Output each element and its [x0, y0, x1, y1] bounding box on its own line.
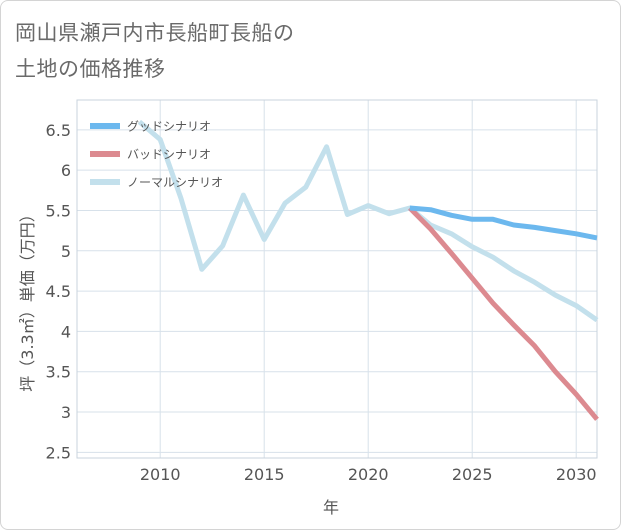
bad-scenario-point [491, 301, 495, 305]
good-scenario-point [449, 213, 453, 217]
normal-scenario-point [574, 304, 578, 308]
normal-scenario-point [387, 212, 391, 216]
x-axis-ticks: 2010 2015 2020 2025 2030 [140, 465, 597, 484]
x-tick-label: 2030 [556, 465, 597, 484]
normal-scenario-point [262, 238, 266, 242]
bad-scenario-point [574, 392, 578, 396]
plot-area-border [76, 99, 598, 459]
x-tick-label: 2020 [348, 465, 389, 484]
y-tick-label: 2.5 [46, 443, 71, 462]
x-tick-label: 2025 [452, 465, 493, 484]
normal-scenario-legend-label: ノーマルシナリオ [127, 176, 223, 190]
bad-scenario-point [429, 227, 433, 231]
good-scenario-point [429, 208, 433, 212]
x-tick-label: 2015 [244, 465, 285, 484]
good-scenario-point [553, 229, 557, 233]
normal-scenario-point [283, 201, 287, 205]
normal-scenario-point [553, 293, 557, 297]
normal-scenario-point [179, 196, 183, 200]
bad-scenario-point [533, 344, 537, 348]
y-axis-label: 坪（3.3㎡）単価（万円） [18, 206, 37, 391]
bad-scenario-point [470, 276, 474, 280]
y-tick-label: 6.5 [46, 121, 71, 140]
normal-scenario-point [325, 145, 329, 149]
normal-scenario-point [595, 318, 599, 322]
y-tick-label: 5.5 [46, 201, 71, 220]
x-axis-label: 年 [323, 498, 339, 517]
normal-scenario-point [200, 267, 204, 271]
y-tick-label: 3.5 [46, 363, 71, 382]
bad-scenario-point [595, 417, 599, 421]
bad-scenario-legend-label: バッドシナリオ [127, 148, 211, 162]
chart-title-line-1: 岡山県瀬戸内市長船町長船の [15, 21, 295, 45]
good-scenario-point [470, 217, 474, 221]
good-scenario-point [595, 236, 599, 240]
good-scenario-point [512, 223, 516, 227]
bad-scenario-line [408, 206, 599, 421]
good-scenario-legend-label: グッドシナリオ [127, 120, 211, 134]
normal-scenario-point [366, 204, 370, 208]
y-axis-ticks: 2.5 3 3.5 4 4.5 5 5.5 6 6.5 [46, 121, 71, 463]
good-scenario-point [533, 225, 537, 229]
bad-scenario-point [553, 370, 557, 374]
normal-scenario-point [533, 280, 537, 284]
good-scenario-line [409, 205, 598, 241]
y-tick-label: 6 [61, 161, 71, 180]
normal-scenario-point [470, 245, 474, 249]
normal-scenario-point [241, 193, 245, 197]
y-tick-label: 3 [61, 403, 71, 422]
normal-scenario-point [304, 185, 308, 189]
bad-scenario-point [449, 251, 453, 255]
y-tick-label: 4 [61, 322, 71, 341]
normal-scenario-point [345, 213, 349, 217]
bad-scenario-point [512, 323, 516, 327]
good-scenario-point [574, 232, 578, 236]
y-tick-label: 5 [61, 242, 71, 261]
normal-scenario-point [491, 255, 495, 259]
normal-scenario-point [221, 244, 225, 248]
y-tick-label: 4.5 [46, 282, 71, 301]
good-scenario-point [491, 217, 495, 221]
x-tick-label: 2010 [140, 465, 181, 484]
chart-title-line-2: 土地の価格推移 [15, 57, 166, 81]
normal-scenario-point [449, 232, 453, 236]
normal-scenario-line [137, 119, 599, 323]
chart-title: 岡山県瀬戸内市長船町長船の 土地の価格推移 [15, 15, 435, 87]
normal-scenario-point [512, 269, 516, 273]
series-lines [137, 119, 599, 421]
good-scenario-point [408, 206, 412, 210]
normal-scenario-point [158, 138, 162, 142]
